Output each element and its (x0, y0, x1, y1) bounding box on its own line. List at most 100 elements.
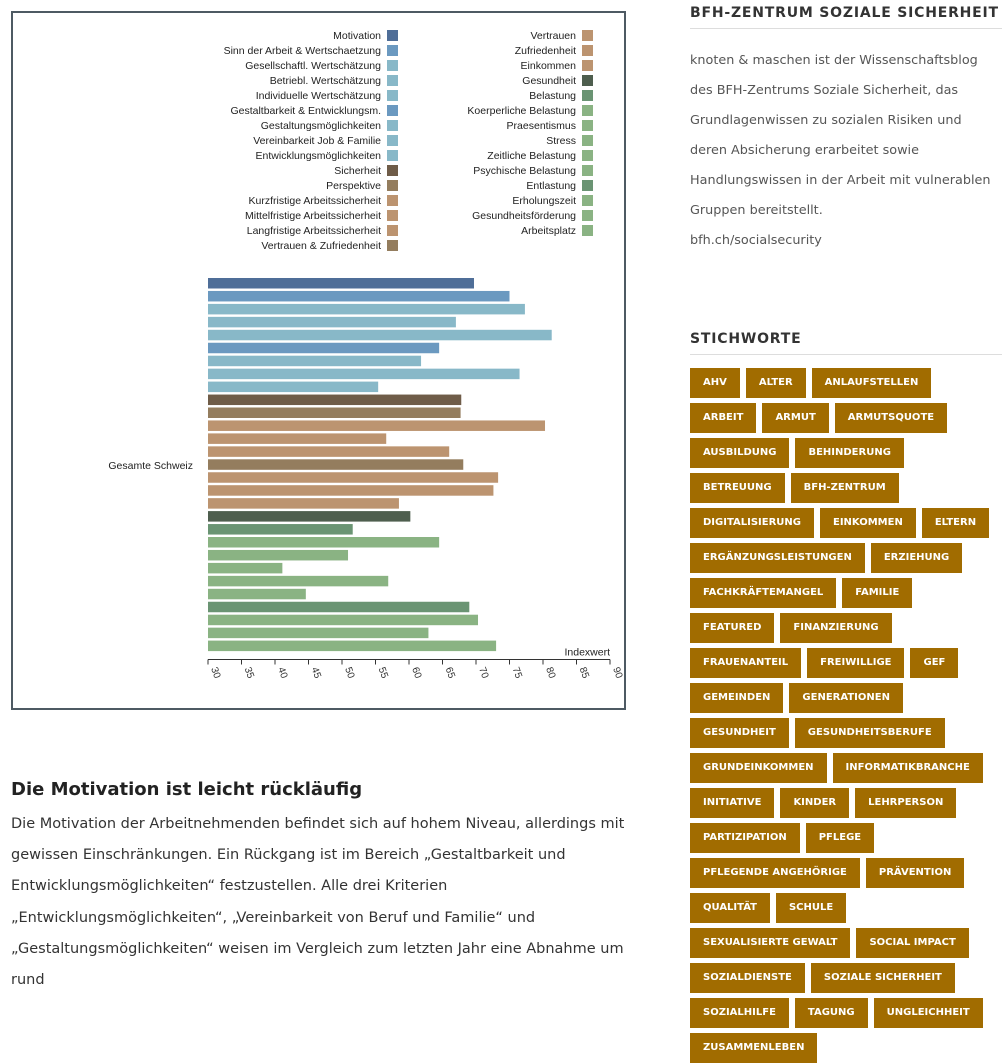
tag-erziehung[interactable]: ERZIEHUNG (870, 543, 963, 573)
tag-sozialdienste[interactable]: SOZIALDIENSTE (690, 963, 805, 993)
tag-informatikbranche[interactable]: INFORMATIKBRANCHE (832, 753, 983, 783)
legend-label: Erholungszeit (512, 195, 576, 207)
tag-gemeinden[interactable]: GEMEINDEN (690, 683, 784, 713)
bar (208, 316, 456, 328)
tag-kinder[interactable]: KINDER (780, 788, 850, 818)
tag-zusammenleben[interactable]: ZUSAMMENLEBEN (690, 1033, 818, 1063)
bar (208, 485, 494, 496)
tag-eltern[interactable]: ELTERN (921, 508, 990, 538)
tag-armut[interactable]: ARMUT (762, 403, 829, 433)
tag-anlaufstellen[interactable]: ANLAUFSTELLEN (811, 368, 932, 398)
tag-sozialhilfe[interactable]: SOZIALHILFE (690, 998, 789, 1028)
bar (208, 511, 411, 522)
bar (208, 549, 349, 561)
category-label: Gesamte Schweiz (108, 460, 193, 472)
legend-swatch (387, 210, 398, 221)
bar (208, 640, 497, 652)
tag-ausbildung[interactable]: AUSBILDUNG (690, 438, 790, 468)
bar (208, 278, 474, 289)
legend-swatch (582, 165, 593, 176)
legend-label: Motivation (333, 30, 381, 42)
tag-qualität[interactable]: QUALITÄT (690, 893, 770, 923)
legend-label: Entlastung (526, 180, 576, 192)
bar (208, 290, 510, 302)
article-heading: Die Motivation ist leicht rückläufig (11, 779, 363, 800)
legend-swatch (582, 210, 593, 221)
tag-gesundheit[interactable]: GESUNDHEIT (690, 718, 789, 748)
legend-swatch (582, 90, 593, 101)
tag-freiwillige[interactable]: FREIWILLIGE (807, 648, 905, 678)
about-block: knoten & maschen ist der Wissenschaftsbl… (690, 29, 1002, 256)
legend-label: Sicherheit (334, 165, 381, 177)
bar (208, 537, 440, 548)
x-tick-label: 50 (342, 666, 356, 681)
tag-behinderung[interactable]: BEHINDERUNG (795, 438, 904, 468)
legend-swatch (387, 165, 398, 176)
legend-label: Gesundheit (522, 75, 576, 87)
tag-frauenanteil[interactable]: FRAUENANTEIL (690, 648, 802, 678)
bar (208, 524, 353, 535)
bar (208, 601, 470, 613)
legend-label: Arbeitsplatz (521, 225, 576, 237)
tag-gesundheitsberufe[interactable]: GESUNDHEITSBERUFE (794, 718, 945, 748)
tag-soziale-sicherheit[interactable]: SOZIALE SICHERHEIT (810, 963, 955, 993)
bar (208, 562, 283, 574)
tag-pflegende-angehörige[interactable]: PFLEGENDE ANGEHÖRIGE (690, 858, 860, 888)
legend-label: Zeitliche Belastung (487, 150, 576, 162)
legend-swatch (582, 30, 593, 41)
tag-einkommen[interactable]: EINKOMMEN (819, 508, 916, 538)
tag-arbeit[interactable]: ARBEIT (690, 403, 757, 433)
tag-finanzierung[interactable]: FINANZIERUNG (780, 613, 892, 643)
tag-initiative[interactable]: INITIATIVE (690, 788, 775, 818)
x-tick-label: 80 (543, 666, 557, 681)
bar (208, 303, 525, 315)
tag-alter[interactable]: ALTER (745, 368, 806, 398)
bar (208, 342, 440, 354)
tag-generationen[interactable]: GENERATIONEN (789, 683, 903, 713)
tag-digitalisierung[interactable]: DIGITALISIERUNG (690, 508, 814, 538)
tag-schule[interactable]: SCHULE (775, 893, 847, 923)
tag-lehrperson[interactable]: LEHRPERSON (855, 788, 957, 818)
legend-label: Belastung (529, 90, 576, 102)
tag-ahv[interactable]: AHV (690, 368, 740, 398)
x-axis-label: Indexwert (564, 647, 610, 659)
tag-pflege[interactable]: PFLEGE (805, 823, 875, 853)
tag-ergänzungsleistungen[interactable]: ERGÄNZUNGSLEISTUNGEN (690, 543, 865, 573)
tag-featured[interactable]: FEATURED (690, 613, 775, 643)
x-tick-label: 30 (208, 666, 222, 681)
tags-heading: STICHWORTE (690, 326, 1002, 355)
legend-swatch (387, 90, 398, 101)
bar (208, 498, 399, 509)
legend-label: Betriebl. Wertschätzung (270, 75, 381, 87)
legend-label: Entwicklungsmöglichkeiten (256, 150, 382, 162)
tag-grundeinkommen[interactable]: GRUNDEINKOMMEN (690, 753, 827, 783)
legend-swatch (387, 45, 398, 56)
tag-partizipation[interactable]: PARTIZIPATION (690, 823, 800, 853)
legend-swatch (387, 150, 398, 161)
legend-swatch (582, 105, 593, 116)
tag-tagung[interactable]: TAGUNG (794, 998, 868, 1028)
tag-betreuung[interactable]: BETREUUNG (690, 473, 785, 503)
tag-prävention[interactable]: PRÄVENTION (865, 858, 965, 888)
legend-swatch (582, 45, 593, 56)
tag-gef[interactable]: GEF (910, 648, 959, 678)
chart-frame: Motivation Sinn der Arbeit & Wertschaetzu… (11, 11, 626, 710)
tag-fachkräftemangel[interactable]: FACHKRÄFTEMANGEL (690, 578, 837, 608)
tag-sexualisierte-gewalt[interactable]: SEXUALISIERTE GEWALT (690, 928, 851, 958)
bar (208, 472, 499, 483)
legend-swatch (387, 135, 398, 146)
tag-armutsquote[interactable]: ARMUTSQUOTE (834, 403, 948, 433)
x-tick-label: 45 (309, 666, 323, 681)
bar (208, 446, 450, 457)
tag-cloud: AHV ALTER ANLAUFSTELLEN ARBEIT ARMUT ARMUTSQU… (690, 355, 1002, 1063)
tag-social-impact[interactable]: SOCIAL IMPACT (856, 928, 969, 958)
tag-bfh-zentrum[interactable]: BFH-ZENTRUM (790, 473, 899, 503)
about-link[interactable]: bfh.ch/socialsecurity (690, 233, 822, 248)
legend-label: Langfristige Arbeitssicherheit (247, 225, 381, 237)
legend-swatch (387, 195, 398, 206)
tag-ungleichheit[interactable]: UNGLEICHHEIT (873, 998, 983, 1028)
tag-familie[interactable]: FAMILIE (842, 578, 913, 608)
bar (208, 575, 389, 587)
legend-label: Gestaltbarkeit & Entwicklungsm. (230, 105, 381, 117)
legend-swatch (387, 75, 398, 86)
